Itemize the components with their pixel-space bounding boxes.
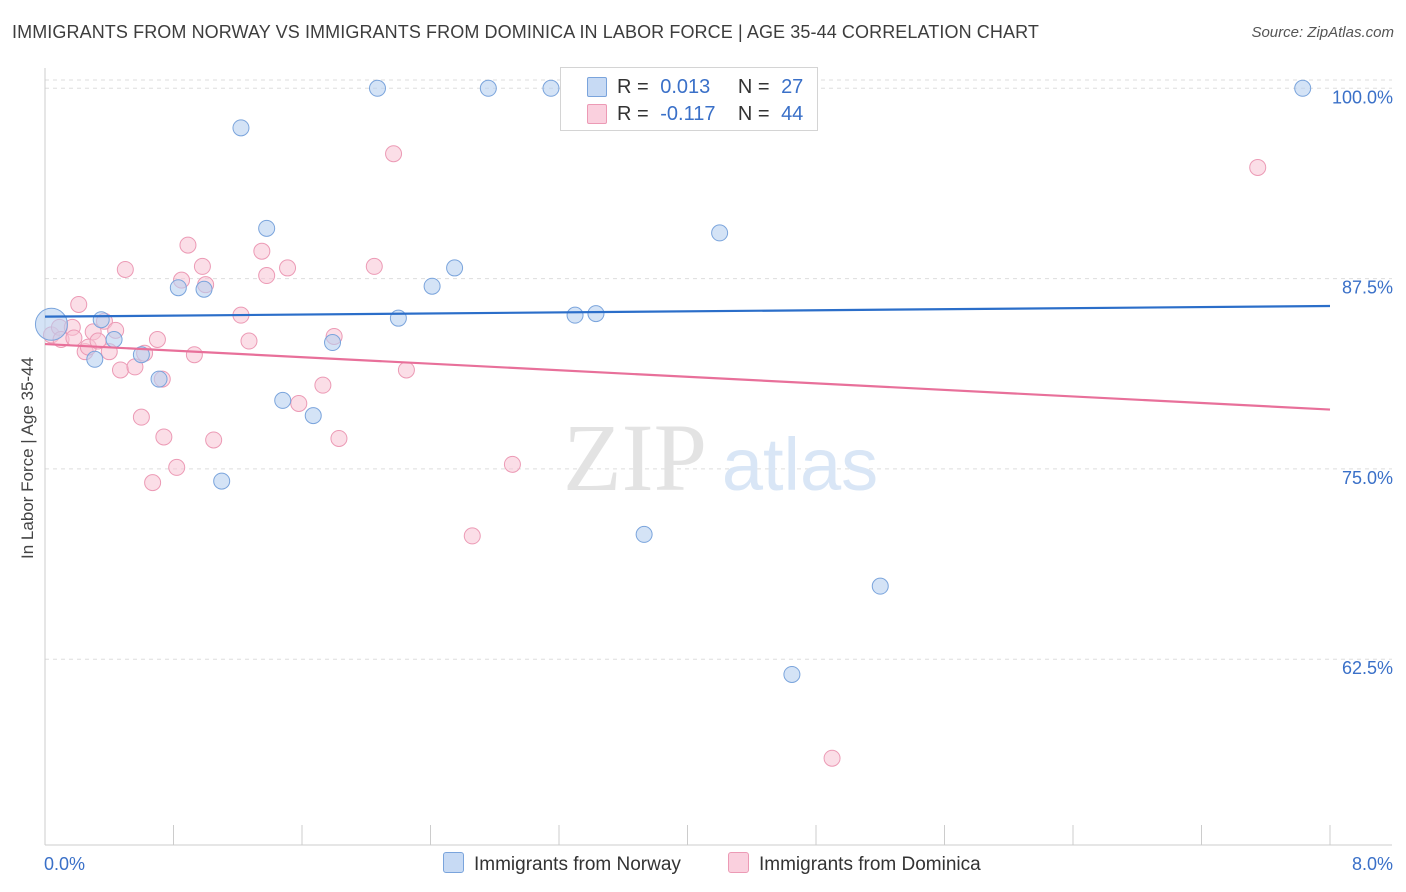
data-point-dominica <box>240 332 258 350</box>
data-point-norway <box>86 350 104 368</box>
watermark-atlas: atlas <box>722 423 878 506</box>
correlation-legend: R = 0.013 N = 27 R = -0.117 N = 44 <box>560 67 818 131</box>
data-point-dominica <box>290 394 308 412</box>
legend-r-value-norway: 0.013 <box>660 75 711 98</box>
bottom-legend-label-dominica: Immigrants from Dominica <box>759 854 981 875</box>
data-point-norway <box>423 277 441 295</box>
data-point-dominica <box>148 330 166 348</box>
trend-line-dominica <box>44 342 1331 411</box>
bottom-legend-label-norway: Immigrants from Norway <box>474 854 681 875</box>
data-point-dominica <box>279 259 297 277</box>
data-point-norway <box>587 305 605 323</box>
data-point-dominica <box>823 749 841 767</box>
data-point-norway <box>871 577 889 595</box>
trend-lines <box>44 304 1331 411</box>
data-point-norway <box>711 224 729 242</box>
data-point-norway <box>783 665 801 683</box>
data-point-norway <box>368 79 386 97</box>
data-point-dominica <box>65 329 83 347</box>
data-point-dominica <box>253 242 271 260</box>
data-point-norway <box>635 525 653 543</box>
axes <box>44 68 1392 846</box>
data-point-norway <box>542 79 560 97</box>
data-point-norway <box>34 307 68 341</box>
bottom-legend-norway: Immigrants from Norway <box>443 852 681 876</box>
data-point-dominica <box>1249 158 1267 176</box>
y-tick-labels: 62.5% 75.0% 87.5% 100.0% <box>1332 87 1393 678</box>
data-point-dominica <box>116 260 134 278</box>
data-point-dominica <box>503 455 521 473</box>
data-point-norway <box>258 219 276 237</box>
data-point-norway <box>105 330 123 348</box>
bottom-legend-swatch-norway <box>443 852 464 873</box>
watermark-zip: ZIP <box>563 404 707 511</box>
data-point-norway <box>213 472 231 490</box>
legend-r-label: R = <box>617 102 649 125</box>
data-point-norway <box>1294 79 1312 97</box>
data-point-dominica <box>385 145 403 163</box>
legend-r-label: R = <box>617 75 649 98</box>
data-point-dominica <box>168 458 186 476</box>
x-tick-labels: 0.0% 8.0% <box>44 854 1393 874</box>
data-point-norway <box>150 370 168 388</box>
data-point-dominica <box>132 408 150 426</box>
data-point-dominica <box>144 474 162 492</box>
data-point-dominica <box>155 428 173 446</box>
data-point-norway <box>566 306 584 324</box>
data-point-dominica <box>365 257 383 275</box>
data-point-norway <box>195 280 213 298</box>
legend-n-value-dominica: 44 <box>781 102 804 125</box>
y-tick-label: 62.5% <box>1342 658 1393 678</box>
legend-n-label: N = <box>737 102 770 125</box>
data-point-norway <box>169 279 187 297</box>
data-point-dominica <box>179 236 197 254</box>
data-point-dominica <box>397 361 415 379</box>
data-point-norway <box>232 119 250 137</box>
bottom-legend-swatch-dominica <box>728 852 749 873</box>
chart-title: IMMIGRANTS FROM NORWAY VS IMMIGRANTS FRO… <box>12 22 1039 42</box>
data-point-norway <box>274 391 292 409</box>
legend-n-label: N = <box>737 75 770 98</box>
watermark: ZIP atlas <box>563 404 878 511</box>
data-point-dominica <box>258 267 276 285</box>
data-point-norway <box>446 259 464 277</box>
grid-lines <box>45 79 1392 660</box>
data-point-dominica <box>330 429 348 447</box>
series-norway-points <box>34 79 1312 683</box>
data-point-norway <box>92 311 110 329</box>
data-point-dominica <box>111 361 129 379</box>
data-point-dominica <box>205 431 223 449</box>
data-point-norway <box>479 79 497 97</box>
legend-swatch-norway <box>587 77 607 97</box>
data-point-dominica <box>70 295 88 313</box>
x-tick-label-min: 0.0% <box>44 854 85 874</box>
data-point-norway <box>324 334 342 352</box>
trend-line-norway <box>44 304 1331 318</box>
data-point-dominica <box>193 257 211 275</box>
data-point-norway <box>132 346 150 364</box>
data-point-dominica <box>463 527 481 545</box>
y-axis-label: In Labor Force | Age 35-44 <box>18 357 37 559</box>
x-tick-label-max: 8.0% <box>1352 854 1393 874</box>
source-credit: Source: ZipAtlas.com <box>1251 24 1394 41</box>
y-tick-label: 100.0% <box>1332 87 1393 107</box>
y-tick-label: 75.0% <box>1342 468 1393 488</box>
legend-n-value-norway: 27 <box>781 75 804 98</box>
data-point-dominica <box>314 376 332 394</box>
y-tick-label: 87.5% <box>1342 278 1393 298</box>
data-point-dominica <box>185 346 203 364</box>
data-point-norway <box>304 407 322 425</box>
legend-swatch-dominica <box>587 104 607 124</box>
legend-r-value-dominica: -0.117 <box>660 102 716 125</box>
bottom-legend-dominica: Immigrants from Dominica <box>728 852 981 876</box>
